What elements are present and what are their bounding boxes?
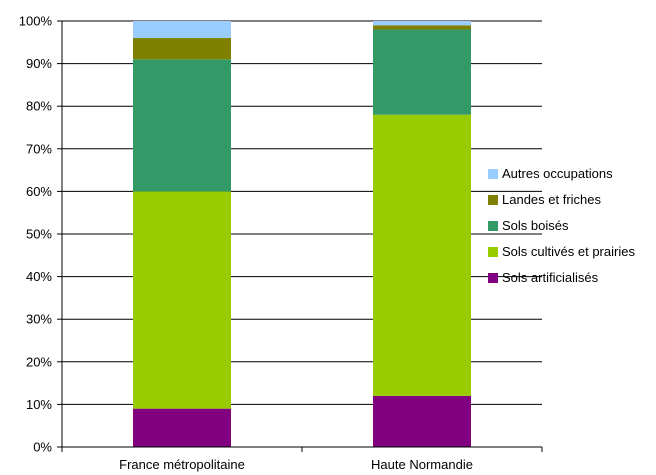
y-tick-label: 50% <box>26 227 52 242</box>
y-tick-label: 90% <box>26 56 52 71</box>
bars <box>133 21 471 447</box>
legend-swatch <box>488 221 498 231</box>
legend-swatch <box>488 247 498 257</box>
bar-segment-3-cat-1 <box>133 59 231 192</box>
legend-label: Sols boisés <box>502 218 569 233</box>
legend-swatch <box>488 169 498 179</box>
legend-swatch <box>488 195 498 205</box>
y-tick-label: 10% <box>26 397 52 412</box>
x-category-label: Haute Normandie <box>371 457 473 472</box>
y-tick-label: 60% <box>26 184 52 199</box>
y-tick-label: 70% <box>26 141 52 156</box>
legend-label: Landes et friches <box>502 192 602 207</box>
axes <box>57 20 543 452</box>
x-category-label: France métropolitaine <box>119 457 245 472</box>
x-category-labels: France métropolitaine Haute Normandie <box>119 457 473 472</box>
bar-segment-5-cat-2 <box>373 21 471 26</box>
y-tick-label: 30% <box>26 312 52 327</box>
legend-label: Sols cultivés et prairies <box>502 244 635 259</box>
y-tick-label: 80% <box>26 99 52 114</box>
bar-segment-4-cat-1 <box>133 38 231 60</box>
y-tick-label: 100% <box>19 14 53 29</box>
y-tick-labels: 0% 10% 20% 30% 40% 50% 60% 70% 80% 90% 100% <box>19 14 53 455</box>
y-tick-label: 0% <box>33 440 52 455</box>
bar-segment-1-cat-1 <box>133 408 231 447</box>
legend-label: Autres occupations <box>502 166 613 181</box>
legend-swatch <box>488 273 498 283</box>
bar-segment-2-cat-2 <box>373 114 471 396</box>
bar-segment-5-cat-1 <box>133 21 231 39</box>
y-tick-label: 20% <box>26 354 52 369</box>
bar-segment-1-cat-2 <box>373 395 471 447</box>
legend: Autres occupations Landes et friches Sols … <box>488 166 635 285</box>
bar-segment-2-cat-1 <box>133 191 231 409</box>
bar-segment-3-cat-2 <box>373 29 471 115</box>
bar-segment-4-cat-2 <box>373 25 471 30</box>
legend-label: Sols artificialisés <box>502 270 599 285</box>
y-tick-label: 40% <box>26 269 52 284</box>
